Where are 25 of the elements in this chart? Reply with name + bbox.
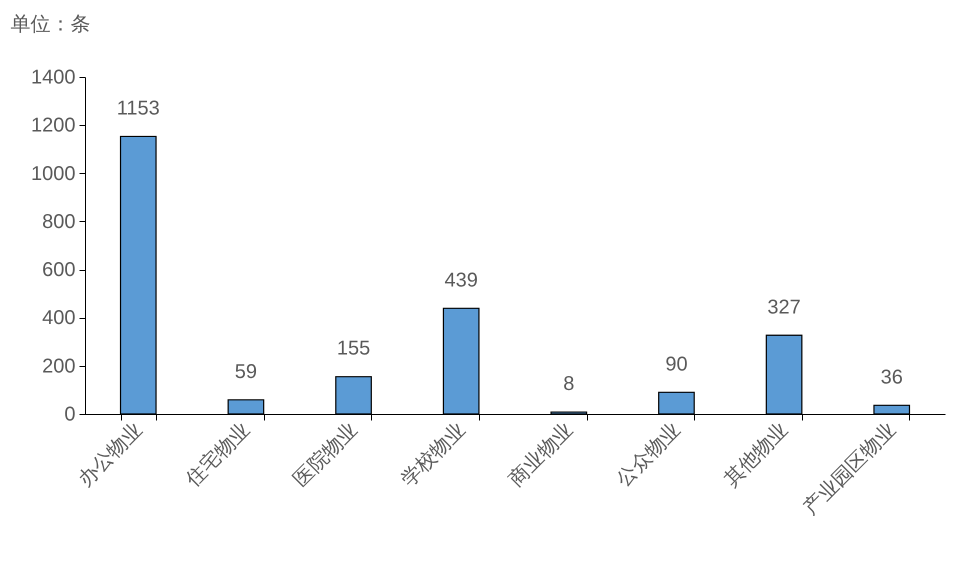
- y-tick-label: 400: [42, 307, 76, 330]
- x-tick-label: 其他物业: [720, 418, 792, 491]
- data-label: 59: [234, 360, 258, 383]
- y-tick-label: 1200: [31, 114, 76, 137]
- x-tick-label: 学校物业: [397, 418, 470, 491]
- y-axis-title: 单位：条: [10, 14, 90, 36]
- y-tick-label: 1000: [31, 162, 76, 185]
- data-label: 36: [880, 366, 903, 388]
- y-tick-label: 1400: [31, 66, 76, 88]
- data-label: 1153: [116, 97, 160, 120]
- data-label: 90: [665, 353, 688, 376]
- x-tick-label: 住宅物业: [180, 418, 254, 492]
- y-tick-label: 0: [64, 404, 76, 426]
- data-label: 155: [336, 338, 370, 360]
- data-label: 8: [563, 373, 574, 396]
- x-tick-label: 公众物业: [612, 418, 685, 491]
- data-label: 327: [767, 296, 801, 318]
- y-tick-label: 600: [42, 259, 76, 282]
- x-tick-label: 医院物业: [290, 418, 362, 491]
- y-tick-label: 800: [42, 210, 76, 233]
- y-tick-label: 200: [42, 355, 76, 378]
- x-tick-label: 办公物业: [74, 418, 147, 491]
- x-tick-label: 产业园区物业: [800, 418, 900, 520]
- data-label: 439: [444, 269, 478, 292]
- x-tick-label: 商业物业: [504, 418, 578, 491]
